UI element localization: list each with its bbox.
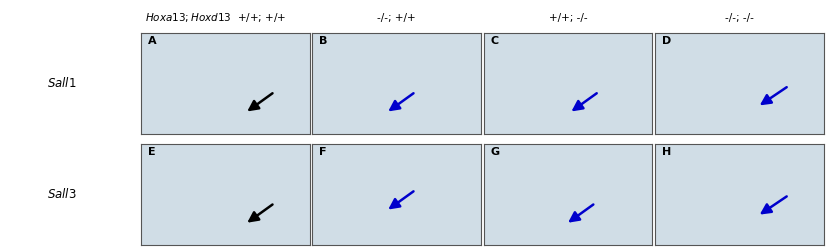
Text: $\it{Hoxa13; Hoxd13}$  +/+; +/+: $\it{Hoxa13; Hoxd13}$ +/+; +/+	[145, 11, 286, 24]
Text: -/-; +/+: -/-; +/+	[377, 12, 415, 22]
Text: F: F	[318, 147, 326, 157]
Text: D: D	[661, 36, 670, 46]
Text: $\it{Sall1}$: $\it{Sall1}$	[47, 76, 77, 90]
Text: H: H	[661, 147, 670, 157]
Text: G: G	[490, 147, 499, 157]
Text: +/+; -/-: +/+; -/-	[548, 12, 586, 22]
Text: A: A	[147, 36, 156, 46]
Text: $\it{Sall3}$: $\it{Sall3}$	[47, 188, 77, 202]
Text: -/-; -/-: -/-; -/-	[724, 12, 753, 22]
Text: E: E	[147, 147, 155, 157]
Text: B: B	[318, 36, 327, 46]
Text: C: C	[490, 36, 498, 46]
